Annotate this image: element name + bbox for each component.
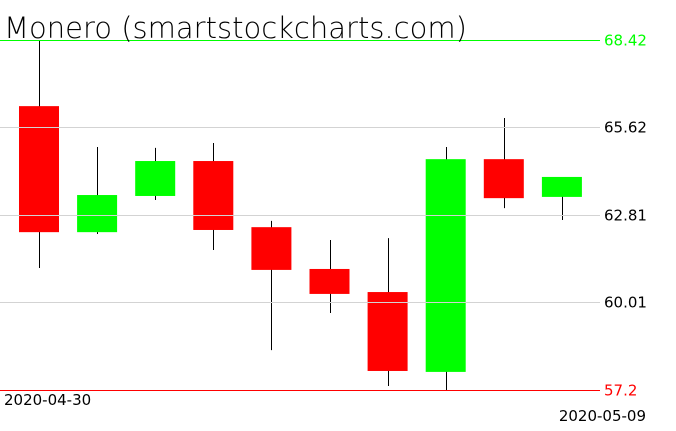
candle-body-up [77,195,118,233]
candle [77,146,118,235]
candle [135,147,176,201]
candle-body-up [135,161,176,196]
x-tick-label: 2020-05-09 [559,407,646,425]
candle [309,239,350,313]
candle-body-up [425,159,466,372]
candle [251,220,292,351]
candle [19,40,59,269]
candle [425,146,466,390]
candle [541,176,582,220]
candle-body-down [19,106,59,233]
candle-body-down [193,161,234,230]
chart-title: Monero (smartstockcharts.com) [4,11,467,45]
candle [483,117,524,209]
x-tick-label: 2020-04-30 [4,391,91,409]
candle [193,142,234,250]
y-tick-label: 57.2 [604,382,637,400]
y-tick-label: 60.01 [604,294,647,312]
candle-body-up [541,176,582,197]
candle-body-down [483,159,524,199]
y-tick-label: 68.42 [604,32,647,50]
y-tick-label: 65.62 [604,119,647,137]
candle-body-down [309,268,350,294]
candle-body-down [367,292,408,371]
candle [367,238,408,386]
candle-body-down [251,227,292,270]
y-tick-label: 62.81 [604,207,647,225]
